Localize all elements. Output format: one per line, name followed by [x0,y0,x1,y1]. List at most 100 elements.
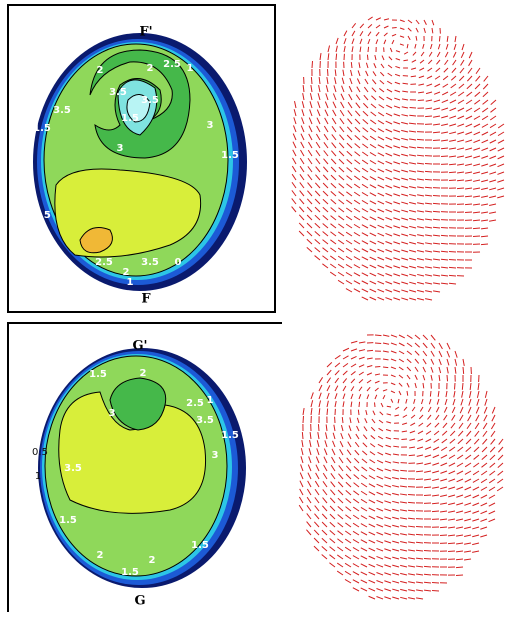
vector [440,511,447,512]
vector [462,391,463,398]
vector [393,250,400,252]
contour-label: 1.5 [59,515,77,526]
vector [478,383,479,390]
vector [418,84,424,85]
vector [441,463,447,466]
vector [473,220,480,221]
section-label: G' [132,339,147,354]
vector [489,164,496,166]
vector [447,36,448,42]
vector [300,150,304,156]
contour-label: 3 [207,120,214,131]
vector [472,543,479,545]
vector [466,447,471,452]
vector [449,259,456,260]
vector [331,183,336,188]
vector [393,170,400,172]
vector [425,195,432,196]
vector [424,566,431,567]
vector [384,517,391,519]
vector [354,200,360,204]
vector [392,40,394,44]
vector [433,116,440,117]
vector [472,551,479,552]
vector [354,265,360,268]
vector [382,56,384,60]
vector [386,437,391,439]
contour-label: 2 [149,555,156,566]
vector [386,105,392,108]
vector [392,597,399,599]
vector [432,463,439,465]
vector [457,164,464,165]
vector [490,463,495,468]
contour-plot [33,33,247,291]
vector [387,406,391,407]
vector [356,103,360,108]
vector [324,126,328,132]
vector [345,539,351,543]
vector [311,77,312,84]
vector [473,479,479,482]
vector [371,427,375,431]
vector [300,166,304,172]
vector [465,180,472,181]
vector [393,210,400,212]
vector [335,386,338,391]
vector [378,120,384,124]
vector [339,167,344,172]
vector [362,168,368,172]
vector [322,530,327,535]
vector [354,184,360,188]
vector [425,243,432,244]
vector [367,55,368,60]
vector [393,258,400,260]
vector [371,435,375,439]
vector [489,196,496,198]
vector [481,487,487,490]
vector [400,581,407,583]
vector [441,447,447,451]
vector [476,68,480,74]
vector [400,549,407,551]
vector [423,335,428,340]
vector [399,367,403,370]
vector [400,526,407,527]
vector [316,167,320,172]
vector [456,495,463,497]
vector [393,178,400,180]
vector [384,589,391,591]
vector [307,247,312,252]
vector [468,68,472,73]
vector [423,383,424,388]
vector [335,355,340,359]
vector [395,90,400,92]
vector [425,259,432,260]
vector [434,100,440,102]
vector [353,515,359,519]
vector [363,443,367,447]
vector [378,436,383,439]
contour-label: 3.5 [64,463,82,474]
vector [409,210,416,212]
vector [400,478,407,479]
vector [403,60,408,61]
vector [465,196,472,197]
contour-label: 1.5 [33,210,51,221]
vector [455,36,456,42]
vector [335,401,336,407]
vector [338,280,344,284]
vector [429,399,431,404]
vector [472,511,479,513]
vector [362,192,368,196]
vector [387,414,391,415]
vector [377,500,383,503]
vector [330,272,336,276]
vector [370,297,376,300]
vector [356,434,359,439]
vector [346,499,351,503]
vector [357,78,360,84]
vector [379,428,383,431]
vector [447,359,449,365]
vector [463,359,464,366]
